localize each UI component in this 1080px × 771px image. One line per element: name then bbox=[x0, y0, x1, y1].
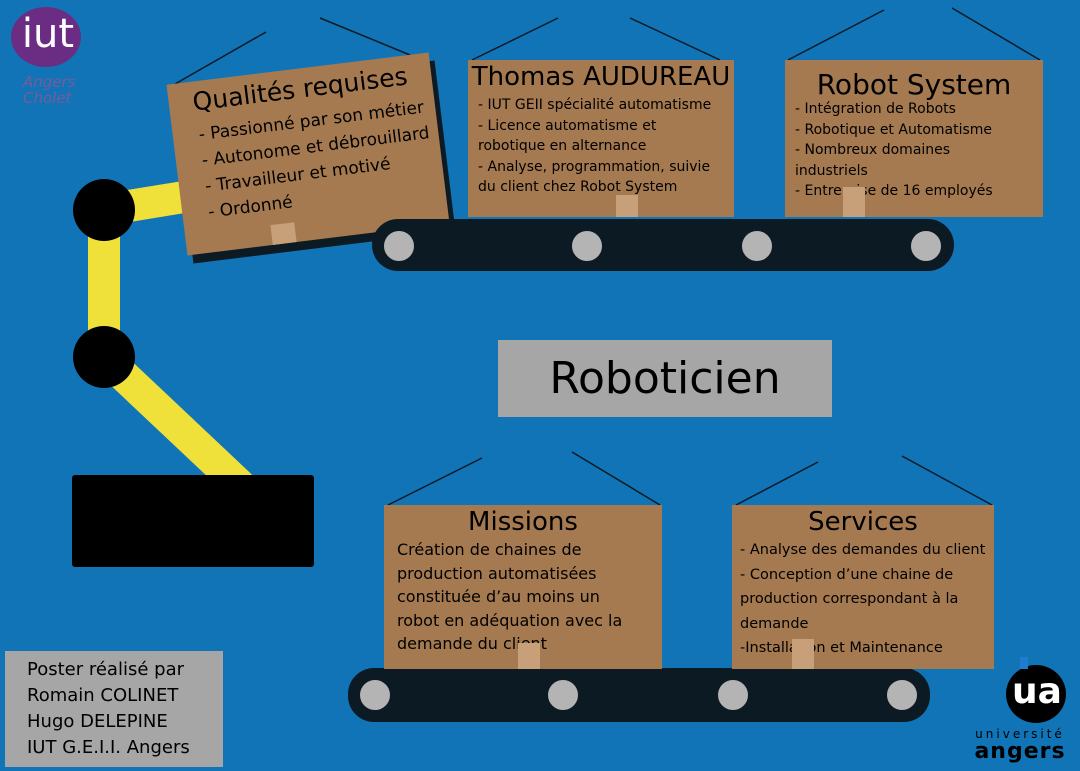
missions-title: Missions bbox=[468, 507, 578, 537]
services-title: Services bbox=[808, 507, 918, 537]
list-item: production correspondant à la bbox=[740, 591, 959, 607]
ua-logo-line2: angers bbox=[974, 739, 1066, 764]
list-item: production automatisées bbox=[397, 563, 597, 583]
person-title: Thomas AUDUREAU bbox=[471, 62, 731, 92]
list-item: industriels bbox=[795, 162, 868, 179]
ua-logo: ua université angers bbox=[962, 655, 1074, 767]
conveyor-roller bbox=[545, 677, 581, 713]
box-tape bbox=[518, 643, 540, 669]
list-item: robot en adéquation avec la bbox=[397, 610, 623, 630]
conveyor-roller bbox=[908, 228, 944, 264]
company-box: Robot System - Intégration de Robots - R… bbox=[785, 60, 1043, 217]
credits-line: Romain COLINET bbox=[27, 685, 179, 706]
iut-logo: iut Angers Cholet bbox=[5, 5, 105, 109]
conveyor-roller bbox=[739, 228, 775, 264]
credits-box: Poster réalisé par Romain COLINET Hugo D… bbox=[5, 651, 223, 767]
list-item: du client chez Robot System bbox=[478, 179, 678, 195]
list-item: - Analyse, programmation, suivie bbox=[478, 158, 711, 175]
robot-base bbox=[72, 475, 314, 567]
box-tape bbox=[792, 639, 814, 669]
list-item: demande bbox=[740, 615, 809, 632]
services-box: Services - Analyse des demandes du clien… bbox=[732, 505, 994, 669]
credits-line: IUT G.E.I.I. Angers bbox=[27, 737, 190, 758]
person-box: Thomas AUDUREAU - IUT GEII spécialité au… bbox=[468, 60, 734, 217]
list-item: demande du client bbox=[397, 634, 547, 653]
person-list: - IUT GEII spécialité automatisme - Lice… bbox=[468, 95, 734, 198]
conveyor-roller bbox=[569, 228, 605, 264]
robot-joint-middle bbox=[73, 326, 135, 388]
company-list: - Intégration de Robots - Robotique et A… bbox=[785, 99, 1043, 202]
bottom-conveyor bbox=[348, 668, 930, 722]
box-tape bbox=[616, 195, 638, 217]
list-item: - Entreprise de 16 employés bbox=[795, 183, 993, 199]
ua-logo-line1: université bbox=[975, 727, 1065, 741]
credits-line: Poster réalisé par bbox=[27, 659, 184, 680]
ua-logo-blue-dot bbox=[1020, 657, 1028, 669]
list-item: - Nombreux domaines bbox=[795, 142, 951, 158]
list-item: -Installation et Maintenance bbox=[740, 640, 943, 656]
conveyor-roller bbox=[715, 677, 751, 713]
iut-logo-city2: Cholet bbox=[23, 89, 72, 107]
list-item: - Analyse des demandes du client bbox=[740, 542, 986, 558]
list-item: constituée d’au moins un bbox=[397, 587, 600, 606]
ua-logo-letters: ua bbox=[1012, 671, 1062, 712]
list-item: - Conception d’une chaine de bbox=[740, 566, 954, 583]
conveyor-roller bbox=[357, 677, 393, 713]
top-conveyor bbox=[372, 219, 954, 271]
robot-joint-top bbox=[73, 179, 135, 241]
conveyor-roller bbox=[884, 677, 920, 713]
center-title: Roboticien bbox=[498, 340, 832, 417]
list-item: robotique en alternance bbox=[478, 138, 647, 154]
list-item: - Robotique et Automatisme bbox=[795, 121, 993, 138]
conveyor-roller bbox=[381, 228, 417, 264]
list-item: Création de chaines de bbox=[397, 540, 582, 559]
missions-list: Création de chaines de production automa… bbox=[384, 538, 662, 656]
missions-box: Missions Création de chaines de producti… bbox=[384, 505, 662, 669]
services-list: - Analyse des demandes du client - Conce… bbox=[732, 538, 994, 661]
iut-logo-text: iut bbox=[21, 11, 75, 57]
iut-logo-city1: Angers bbox=[23, 73, 76, 91]
list-item: - Intégration de Robots bbox=[795, 101, 956, 117]
list-item: - Licence automatisme et bbox=[478, 117, 657, 134]
company-title: Robot System bbox=[816, 68, 1012, 101]
box-tape bbox=[270, 222, 297, 245]
box-tape bbox=[843, 187, 865, 217]
ua-logo-mark bbox=[1006, 665, 1066, 723]
list-item: - IUT GEII spécialité automatisme bbox=[478, 97, 712, 113]
iut-logo-mark bbox=[11, 7, 81, 67]
credits-line: Hugo DELEPINE bbox=[27, 711, 168, 732]
